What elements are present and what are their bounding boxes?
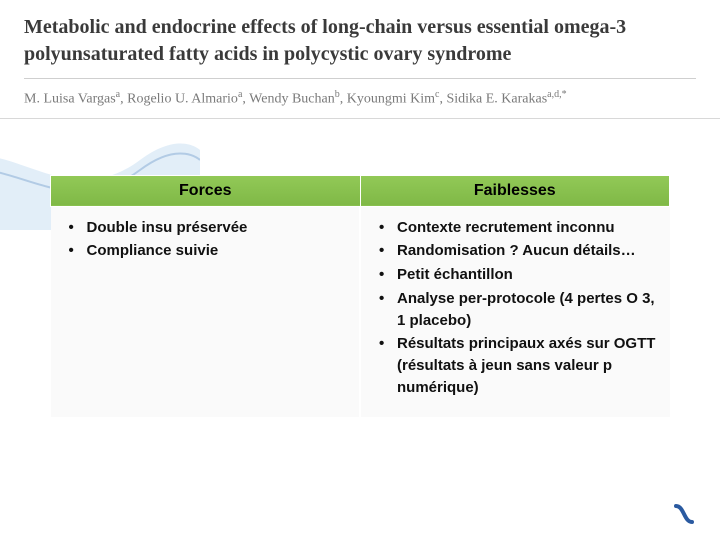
forces-faiblesses-table: Forces Faiblesses Double insu préservéeC…	[50, 175, 670, 417]
col-header-faiblesses: Faiblesses	[360, 175, 670, 206]
cell-forces: Double insu préservéeCompliance suivie	[51, 206, 361, 417]
faiblesses-item: Contexte recrutement inconnu	[375, 217, 656, 239]
faiblesses-item: Résultats principaux axés sur OGTT (résu…	[375, 333, 656, 398]
paper-authors: M. Luisa Vargasa, Rogelio U. Almarioa, W…	[24, 87, 696, 110]
faiblesses-item: Analyse per-protocole (4 pertes O 3, 1 p…	[375, 288, 656, 332]
table-row: Double insu préservéeCompliance suivie C…	[51, 206, 670, 417]
footer-accent-icon	[672, 502, 696, 526]
faiblesses-list: Contexte recrutement inconnuRandomisatio…	[375, 217, 656, 399]
faiblesses-item: Randomisation ? Aucun détails…	[375, 240, 656, 262]
forces-list: Double insu préservéeCompliance suivie	[65, 217, 346, 263]
title-divider	[24, 78, 696, 79]
slide-content: Forces Faiblesses Double insu préservéeC…	[0, 119, 720, 417]
col-header-forces: Forces	[51, 175, 361, 206]
forces-item: Double insu préservée	[65, 217, 346, 239]
paper-header: Metabolic and endocrine effects of long-…	[0, 0, 720, 119]
forces-item: Compliance suivie	[65, 240, 346, 262]
cell-faiblesses: Contexte recrutement inconnuRandomisatio…	[360, 206, 670, 417]
paper-title: Metabolic and endocrine effects of long-…	[24, 14, 696, 68]
faiblesses-item: Petit échantillon	[375, 264, 656, 286]
